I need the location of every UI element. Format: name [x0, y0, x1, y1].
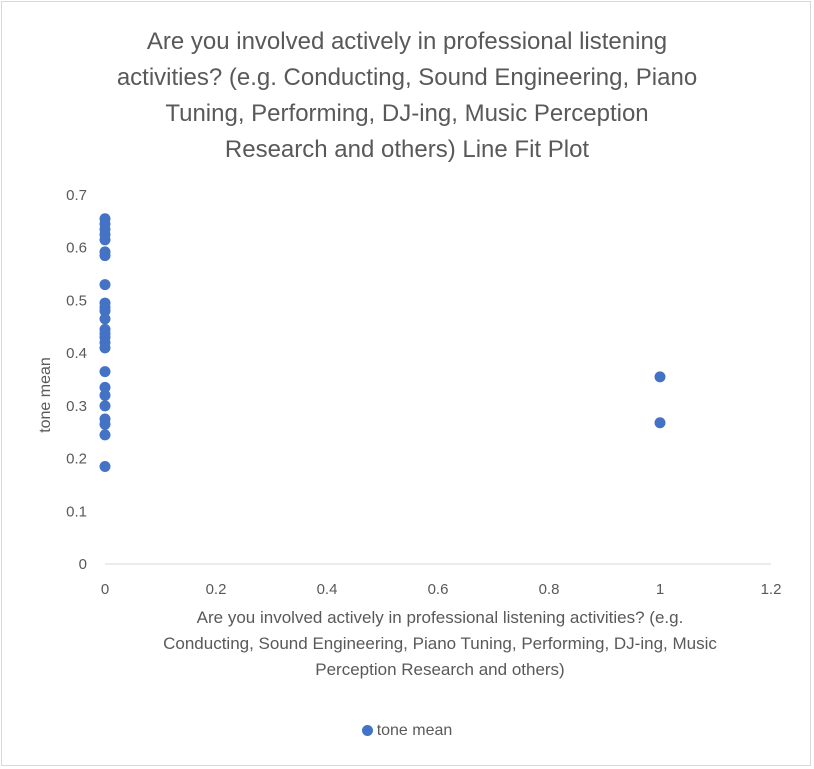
data-point [99, 305, 111, 317]
data-point [99, 313, 111, 325]
y-tick-label: 0.5 [66, 292, 87, 309]
x-tick-label: 1 [656, 581, 664, 598]
y-axis-label: tone mean [37, 357, 54, 433]
chart-title: Are you involved actively in professiona… [60, 24, 754, 168]
data-point [654, 417, 666, 429]
data-point [99, 250, 111, 262]
x-tick-label: 0.4 [317, 581, 338, 598]
y-tick-label: 0.4 [66, 345, 87, 362]
legend-label: tone mean [376, 722, 453, 739]
y-tick-label: 0.1 [66, 503, 87, 520]
data-point [654, 371, 666, 383]
data-point [99, 381, 111, 393]
title-line: activities? (e.g. Conducting, Sound Engi… [116, 64, 698, 91]
data-point [99, 389, 111, 401]
y-tick-label: 0.2 [66, 451, 87, 468]
x-tick-label: 0.6 [428, 581, 449, 598]
x-axis-label: Are you involved actively in professiona… [100, 605, 780, 683]
x-tick-label: 1.2 [761, 581, 782, 598]
data-point [99, 279, 111, 291]
title-line: Are you involved actively in professiona… [146, 28, 668, 55]
y-tick-label: 0.3 [66, 398, 87, 415]
data-point [99, 342, 111, 354]
data-point [99, 400, 111, 412]
x-tick-label: 0.8 [539, 581, 560, 598]
x-tick-label: 0.2 [206, 581, 227, 598]
x-tick-label: 0 [101, 581, 109, 598]
legend-marker [361, 725, 373, 736]
y-tick-label: 0.7 [66, 187, 87, 204]
x-axis-label-line: Perception Research and others) [315, 660, 565, 679]
legend: tone mean [0, 722, 814, 740]
y-tick-label: 0.6 [66, 240, 87, 257]
x-axis-label-line: Are you involved actively in professiona… [196, 608, 684, 627]
y-tick-label: 0 [79, 556, 87, 573]
data-point [99, 234, 111, 246]
x-axis-label-line: Conducting, Sound Engineering, Piano Tun… [163, 634, 717, 653]
data-point [99, 460, 111, 472]
data-point [99, 429, 111, 441]
data-point [99, 366, 111, 378]
data-point [99, 418, 111, 430]
title-line: Tuning, Performing, DJ-ing, Music Percep… [165, 100, 649, 127]
title-line: Research and others) Line Fit Plot [224, 136, 590, 163]
